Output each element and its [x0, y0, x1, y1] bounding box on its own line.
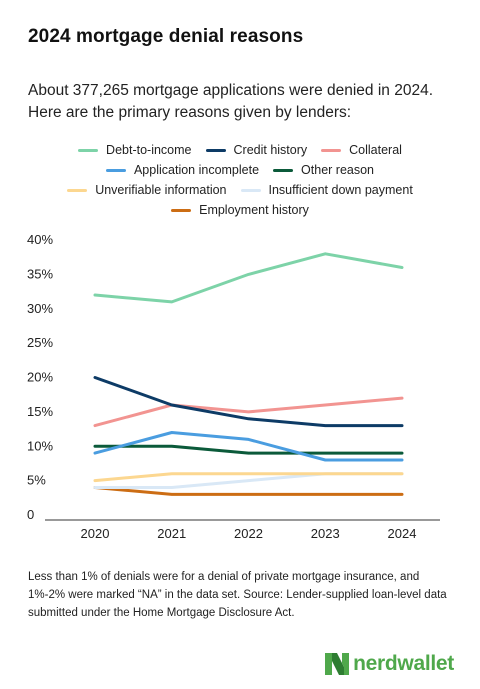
legend-row: Unverifiable information Insufficient do…: [20, 180, 460, 200]
x-tick-label: 2021: [157, 526, 186, 541]
chart-title: 2024 mortgage denial reasons: [28, 26, 304, 47]
series-line-other-reason: [93, 444, 404, 455]
legend-label: Debt-to-income: [106, 143, 192, 157]
legend-row: Application incomplete Other reason: [20, 160, 460, 180]
y-tick-label: 40%: [27, 232, 53, 247]
y-axis: 0 5% 10% 15% 20% 25% 30% 35% 40%: [27, 232, 53, 522]
legend-row: Debt-to-income Credit history Collateral: [20, 140, 460, 160]
legend-swatch: [240, 188, 261, 192]
series-line-debt-to-income: [93, 252, 404, 304]
legend-swatch: [171, 208, 192, 212]
legend-item-employment-history: Employment history: [171, 203, 309, 217]
legend-swatch: [78, 148, 99, 152]
legend-item-credit-history: Credit history: [205, 143, 308, 157]
legend-item-debt-to-income: Debt-to-income: [78, 143, 192, 157]
legend-label: Collateral: [349, 143, 402, 157]
y-tick-label: 15%: [27, 404, 53, 419]
legend-label: Insufficient down payment: [268, 183, 413, 197]
legend-label: Application incomplete: [133, 163, 260, 177]
y-tick-label: 5%: [27, 473, 46, 488]
nerdwallet-logo: nerdwallet: [325, 652, 454, 676]
series-lines: [93, 252, 404, 496]
legend-row: Employment history: [20, 200, 460, 220]
chart-legend: Debt-to-income Credit history Collateral…: [20, 140, 460, 220]
legend-label: Unverifiable information: [95, 183, 227, 197]
y-tick-label: 35%: [27, 266, 53, 281]
x-tick-label: 2024: [388, 526, 417, 541]
x-axis: 2020 2021 2022 2023 2024: [45, 519, 440, 541]
legend-item-unverifiable-information: Unverifiable information: [67, 183, 227, 197]
legend-label: Other reason: [301, 163, 375, 177]
legend-item-application-incomplete: Application incomplete: [105, 163, 260, 177]
y-tick-label: 25%: [27, 335, 53, 350]
y-tick-label: 30%: [27, 301, 53, 316]
x-tick-label: 2023: [311, 526, 340, 541]
legend-swatch: [321, 148, 342, 152]
y-tick-label: 0: [27, 507, 34, 522]
legend-item-insufficient-down-payment: Insufficient down payment: [240, 183, 413, 197]
line-chart: 05%10%15%20%25%30%35%40% 2020 2021 2022 202…: [27, 232, 440, 541]
legend-swatch: [273, 168, 294, 172]
legend-swatch: [105, 168, 126, 172]
series-line-application-incomplete: [93, 431, 404, 462]
legend-item-other-reason: Other reason: [273, 163, 374, 177]
y-tick-label: 10%: [27, 438, 53, 453]
brand-wordmark: nerdwallet: [353, 652, 454, 675]
x-tick-label: 2022: [234, 526, 263, 541]
y-tick-label: 20%: [27, 370, 53, 385]
chart-subtitle: About 377,265 mortgage applications were…: [28, 82, 434, 121]
legend-label: Employment history: [199, 203, 309, 217]
legend-swatch: [205, 148, 226, 152]
series-line-employment-history: [93, 486, 404, 496]
nerdwallet-logo-icon: [325, 653, 350, 675]
legend-swatch: [67, 188, 88, 192]
series-line-collateral: [93, 396, 404, 428]
chart-footnote: Less than 1% of denials were for a denia…: [28, 571, 447, 619]
series-line-unverifiable-information: [93, 472, 404, 483]
series-line-credit-history: [93, 376, 404, 428]
legend-item-collateral: Collateral: [321, 143, 402, 157]
x-tick-label: 2020: [81, 526, 110, 541]
legend-label: Credit history: [233, 143, 308, 157]
